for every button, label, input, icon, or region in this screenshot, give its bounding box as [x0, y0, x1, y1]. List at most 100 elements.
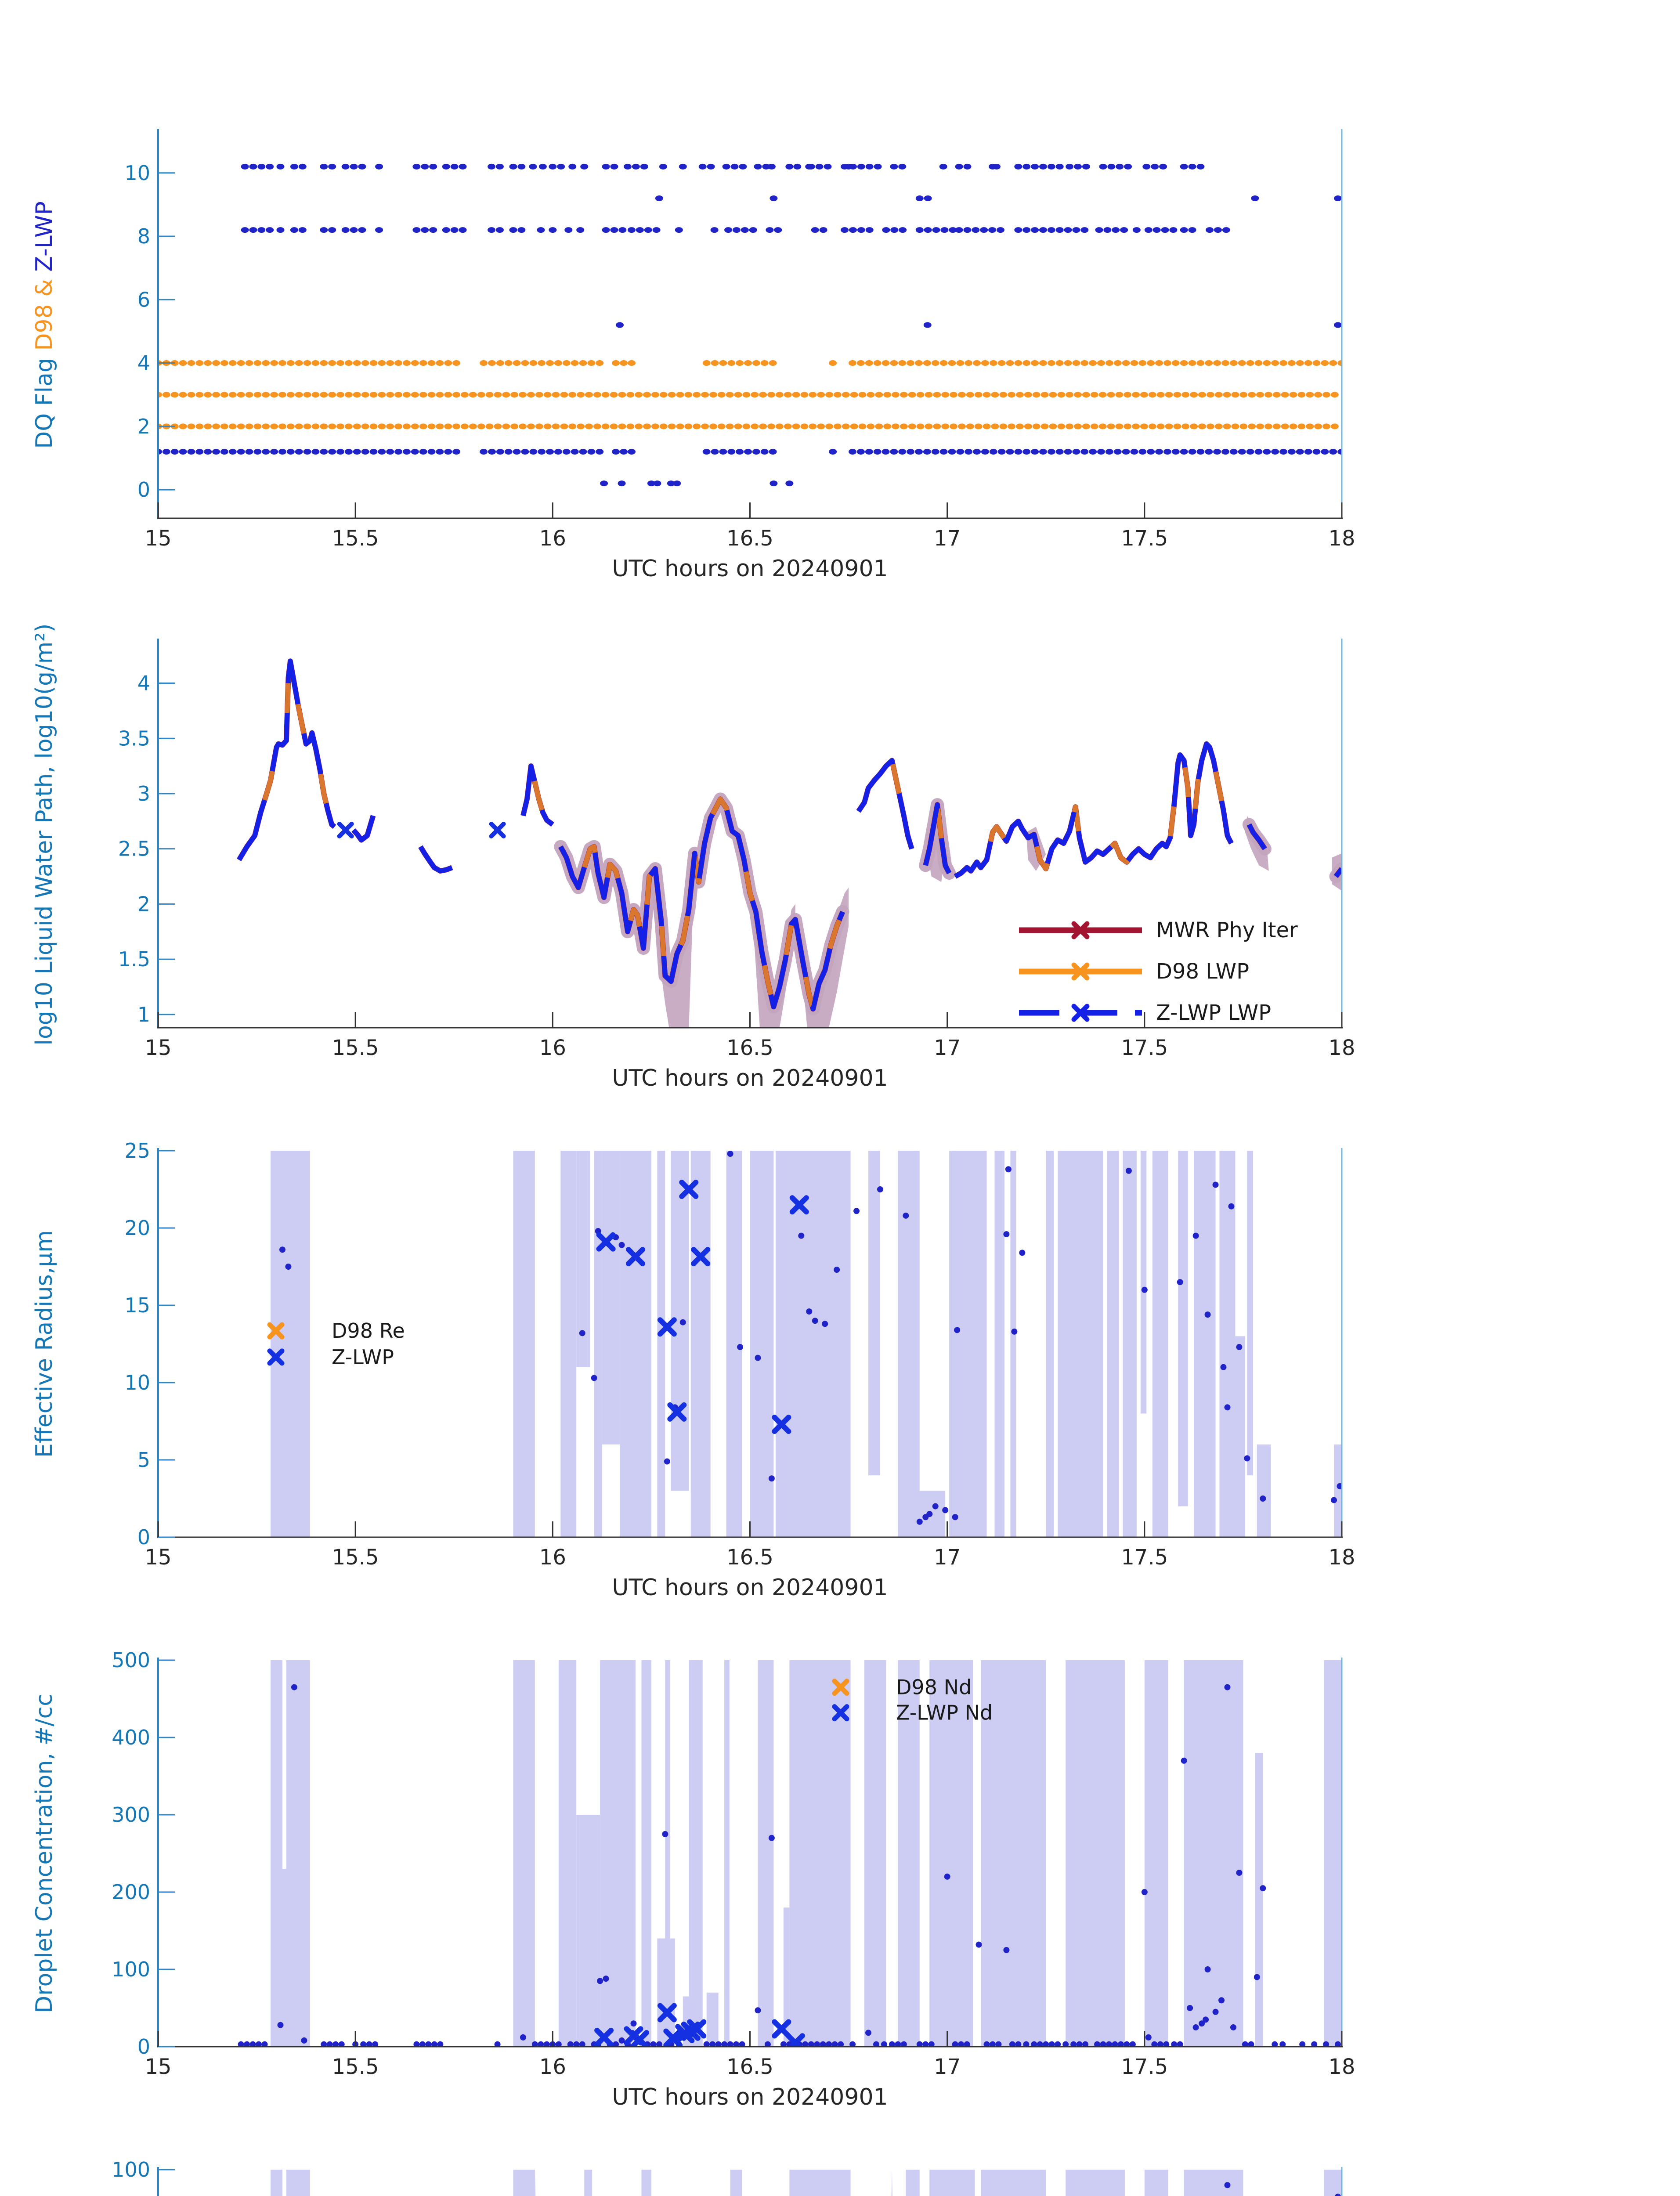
- svg-text:D98 Re: D98 Re: [332, 1319, 405, 1343]
- svg-text:17: 17: [934, 1036, 961, 1060]
- svg-text:400: 400: [112, 1726, 150, 1749]
- svg-text:0: 0: [137, 2035, 150, 2059]
- svg-text:1: 1: [137, 1003, 150, 1026]
- svg-text:2.5: 2.5: [118, 837, 150, 861]
- flag-row-3: [158, 392, 1339, 398]
- xlabel-droplet-concentration: UTC hours on 20240901: [612, 2084, 888, 2110]
- ylabel-dq-flag: DQ Flag D98 & Z-LWP: [31, 201, 58, 449]
- svg-text:16: 16: [539, 1545, 566, 1570]
- svg-text:17: 17: [934, 1545, 961, 1570]
- svg-text:15: 15: [145, 2055, 171, 2079]
- xlabel-effective-radius: UTC hours on 20240901: [612, 1575, 888, 1601]
- svg-text:15: 15: [124, 1293, 150, 1317]
- flag-row-10.2: [241, 163, 1205, 170]
- svg-text:200: 200: [112, 1880, 150, 1904]
- axes-effective-radius: 0 5 10 15 20 25 15 15.5 16 16.5 17 17.5 18 UTC hours …: [124, 1139, 1355, 1601]
- svg-text:5: 5: [137, 1448, 150, 1472]
- svg-text:8: 8: [137, 224, 150, 248]
- svg-text:15.5: 15.5: [332, 2055, 379, 2079]
- chart-dq-flag: 0 2 4 6 8 10 15 15.5 16 16.5 17 17.5 18 UTC hours on …: [31, 129, 1355, 582]
- legend-lwp: MWR Phy Iter D98 LWP Z-LWP LWP: [1019, 918, 1298, 1025]
- svg-text:15: 15: [145, 1545, 171, 1570]
- xlabel-lwp: UTC hours on 20240901: [612, 1065, 888, 1091]
- svg-text:100: 100: [112, 1958, 150, 1981]
- legend-droplet-concentration: D98 NdZ-LWP Nd: [832, 1676, 993, 1725]
- svg-text:16.5: 16.5: [726, 1036, 773, 1060]
- svg-text:15: 15: [145, 1036, 171, 1060]
- svg-text:2: 2: [137, 892, 150, 916]
- svg-text:10: 10: [124, 1371, 150, 1394]
- svg-text:3.5: 3.5: [118, 726, 150, 750]
- svg-text:300: 300: [112, 1803, 150, 1827]
- axes-dq-flag: 0 2 4 6 8 10 15 15.5 16 16.5 17 17.5 18 UTC hours on …: [124, 129, 1355, 582]
- svg-text:10: 10: [124, 161, 150, 185]
- zlwp-x-markers: [596, 1180, 809, 1434]
- legend-effective-radius: D98 ReZ-LWP: [267, 1319, 405, 1369]
- svg-text:15.5: 15.5: [332, 526, 379, 551]
- svg-text:MWR Phy Iter: MWR Phy Iter: [1156, 918, 1298, 943]
- svg-text:2: 2: [137, 415, 150, 438]
- lwp-lines: [237, 658, 1342, 1012]
- plot-area-lwp: [237, 658, 1342, 1028]
- svg-text:Z-LWP LWP: Z-LWP LWP: [1156, 1000, 1271, 1025]
- flag-row-1.2: [158, 449, 1342, 455]
- svg-text:4: 4: [137, 351, 150, 375]
- ylabel-droplet-concentration: Droplet Concentration, #/cc: [31, 1694, 58, 2013]
- svg-text:0: 0: [137, 478, 150, 502]
- svg-text:Z-LWP Nd: Z-LWP Nd: [896, 1701, 993, 1725]
- svg-text:16: 16: [539, 526, 566, 551]
- svg-text:17: 17: [934, 526, 961, 551]
- plot-area-effective-radius: [271, 1151, 1342, 1537]
- axes-lwp: 1 1.5 2 2.5 3 3.5 4 15 15.5 16 16.5 17 17.5 18 UTC hou…: [118, 639, 1355, 1091]
- uncertainty-bands: [271, 1151, 1342, 1537]
- svg-text:17.5: 17.5: [1121, 526, 1168, 551]
- svg-text:100: 100: [112, 2158, 150, 2182]
- svg-text:Z-LWP: Z-LWP: [332, 1345, 394, 1369]
- svg-text:16.5: 16.5: [726, 1545, 773, 1570]
- svg-text:16: 16: [539, 2055, 566, 2079]
- svg-text:3: 3: [137, 782, 150, 805]
- svg-text:D98 Nd: D98 Nd: [896, 1676, 972, 1699]
- flag-row-4: [158, 360, 1342, 366]
- data-dots: [1224, 2182, 1341, 2196]
- svg-text:0: 0: [137, 1525, 150, 1549]
- svg-text:25: 25: [124, 1139, 150, 1163]
- flag-row-9.2: [655, 195, 1342, 201]
- svg-text:4: 4: [137, 672, 150, 695]
- svg-text:18: 18: [1328, 2055, 1355, 2079]
- svg-text:16.5: 16.5: [726, 2055, 773, 2079]
- svg-text:17.5: 17.5: [1121, 2055, 1168, 2079]
- svg-text:16.5: 16.5: [726, 526, 773, 551]
- axes-droplet-concentration: 0 100 200 300 400 500 15 15.5 16 16.5 17 17.5 18 UTC …: [112, 1648, 1355, 2110]
- flag-row-0.2: [600, 480, 794, 487]
- chart-effective-radius: D98 ReZ-LWP 0 5 10 15 20 25 15 15.5 16 16.5 17 17.5 1…: [31, 1139, 1355, 1601]
- svg-text:17: 17: [934, 2055, 961, 2079]
- svg-text:15.5: 15.5: [332, 1036, 379, 1060]
- svg-text:1.5: 1.5: [118, 947, 150, 971]
- uncertainty-bands: [271, 2170, 1342, 2196]
- svg-text:6: 6: [137, 288, 150, 311]
- svg-text:18: 18: [1328, 1036, 1355, 1060]
- svg-text:16: 16: [539, 1036, 566, 1060]
- svg-text:15.5: 15.5: [332, 1545, 379, 1570]
- svg-text:D98 LWP: D98 LWP: [1156, 959, 1249, 984]
- chart-lwp: MWR Phy Iter D98 LWP Z-LWP LWP 1 1.5 2 2.5 3 3.5…: [31, 624, 1355, 1091]
- chart-droplet-concentration: D98 NdZ-LWP Nd 0 100 200 300 400 500 15 15.5 16 16…: [31, 1648, 1355, 2110]
- ylabel-effective-radius: Effective Radius,μm: [31, 1230, 58, 1458]
- dq-flag-dots: [158, 163, 1342, 487]
- flag-row-5.2: [616, 322, 1342, 328]
- svg-text:20: 20: [124, 1216, 150, 1240]
- svg-text:18: 18: [1328, 1545, 1355, 1570]
- svg-text:15: 15: [145, 526, 171, 551]
- plot-area-optical-depth: [271, 2170, 1342, 2196]
- isolated-zlwp-markers: [337, 821, 506, 838]
- chart-optical-depth: D98 ODZ-LWP Nd0204060801001515.51616.517…: [112, 2158, 1343, 2196]
- zlwp-x-markers: [594, 2003, 805, 2047]
- xlabel-dq-flag: UTC hours on 20240901: [612, 556, 888, 582]
- uncertainty-envelopes: [292, 2170, 892, 2196]
- uncertainty-bands: [271, 1660, 1342, 2047]
- svg-text:17.5: 17.5: [1121, 1545, 1168, 1570]
